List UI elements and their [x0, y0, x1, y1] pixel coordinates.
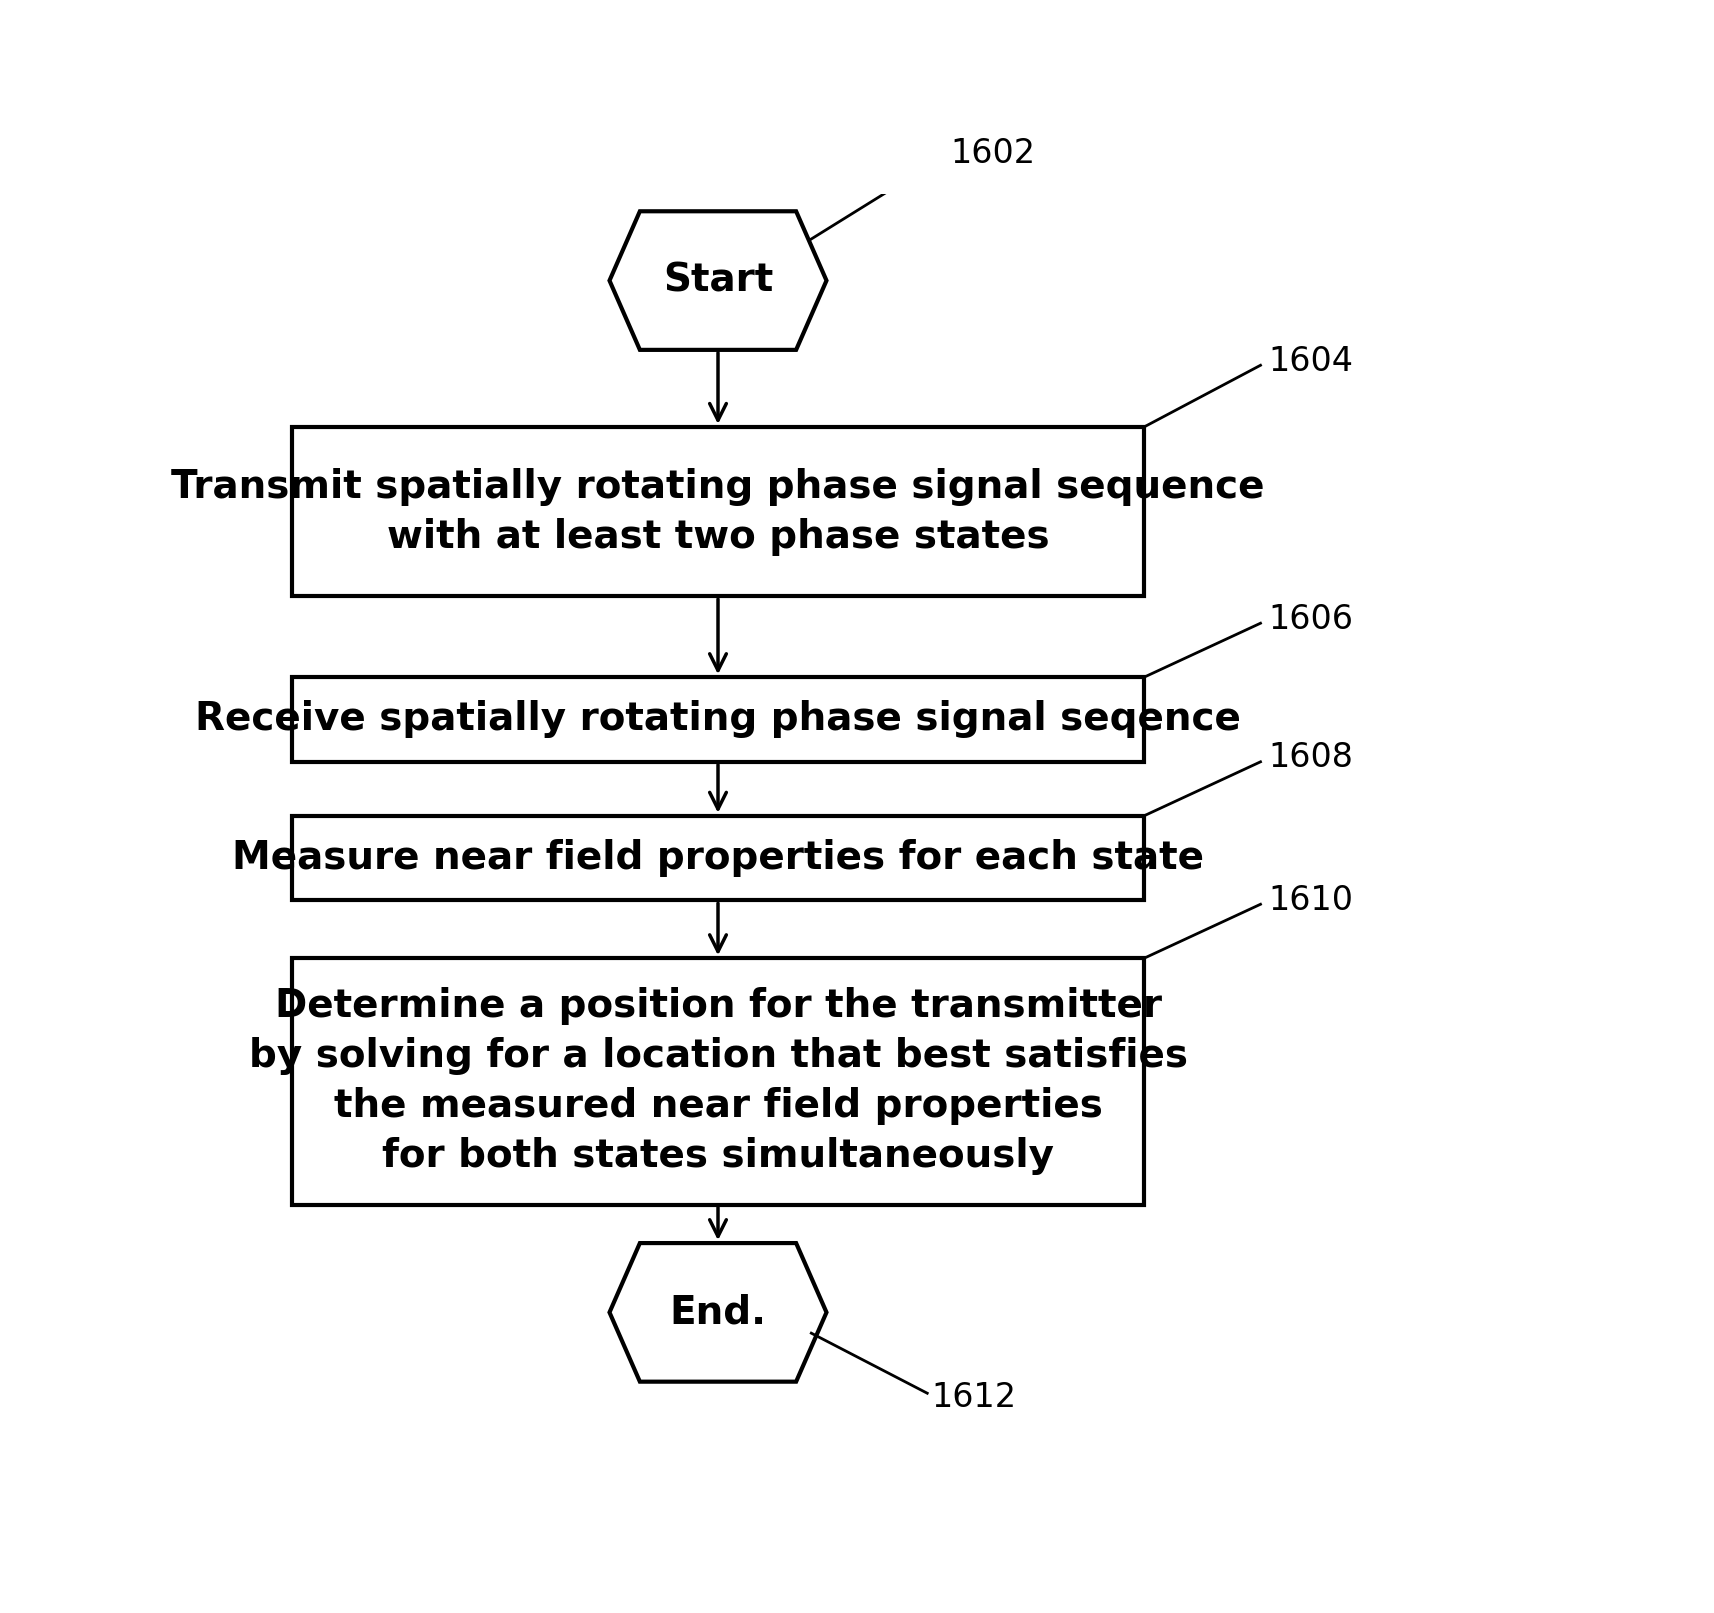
Text: 1602: 1602 [951, 137, 1035, 169]
Bar [291, 816, 1145, 900]
Bar [291, 958, 1145, 1205]
Text: 1604: 1604 [1268, 345, 1354, 377]
Text: 1608: 1608 [1268, 742, 1352, 774]
Bar [291, 427, 1145, 597]
Text: 1612: 1612 [931, 1381, 1016, 1413]
Text: Receive spatially rotating phase signal seqence: Receive spatially rotating phase signal … [195, 700, 1241, 739]
Text: 1606: 1606 [1268, 603, 1354, 636]
Text: Measure near field properties for each state: Measure near field properties for each s… [231, 839, 1203, 877]
Polygon shape [610, 211, 826, 350]
Polygon shape [610, 1244, 826, 1382]
Text: Determine a position for the transmitter
by solving for a location that best sat: Determine a position for the transmitter… [249, 987, 1188, 1176]
Text: 1610: 1610 [1268, 884, 1354, 916]
Text: End.: End. [670, 1294, 766, 1331]
Text: Transmit spatially rotating phase signal sequence
with at least two phase states: Transmit spatially rotating phase signal… [171, 468, 1265, 555]
Text: Start: Start [663, 261, 773, 300]
Bar [291, 677, 1145, 761]
